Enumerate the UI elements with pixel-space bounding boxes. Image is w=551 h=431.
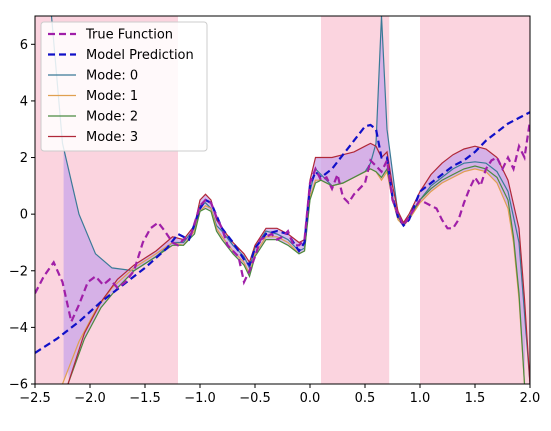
- y-tick-label-4: 2: [20, 151, 28, 166]
- x-tick-label-6: 0.5: [355, 391, 376, 406]
- plot-frame: [34, 15, 531, 385]
- series-lines: [35, 16, 530, 384]
- y-tick-label-3: 0: [20, 208, 28, 223]
- y-tick-label-2: −2: [9, 264, 28, 279]
- legend: True Function Model Prediction Mode: 0 Mode…: [40, 21, 208, 152]
- x-tick-label-7: 1.0: [410, 391, 431, 406]
- x-axis: −2.5 −2.0 −1.5 −1.0 −0.5 0.0 0.5 1.0 1.5 2.0: [19, 384, 540, 406]
- x-tick-label-5: 0.0: [300, 391, 321, 406]
- legend-label-2: Mode: 0: [86, 69, 138, 84]
- x-tick-label-4: −0.5: [239, 391, 271, 406]
- x-tick-label-2: −1.5: [129, 391, 161, 406]
- shaded-region-2: [420, 16, 530, 384]
- x-tick-label-0: −2.5: [19, 391, 51, 406]
- series-line-0: [35, 120, 530, 326]
- legend-label-5: Mode: 3: [86, 130, 138, 145]
- y-tick-label-5: 4: [20, 94, 28, 109]
- y-axis: −6 −4 −2 0 2 4 6: [9, 38, 35, 393]
- x-tick-label-1: −2.0: [74, 391, 106, 406]
- legend-label-1: Model Prediction: [86, 48, 194, 63]
- y-tick-label-1: −4: [9, 321, 28, 336]
- y-tick-label-0: −6: [9, 378, 28, 393]
- legend-box: [40, 21, 208, 152]
- legend-label-3: Mode: 1: [86, 89, 138, 104]
- x-tick-label-3: −1.0: [184, 391, 216, 406]
- legend-label-0: True Function: [85, 28, 173, 43]
- series-line-2: [50, 16, 530, 384]
- x-tick-label-9: 2.0: [520, 391, 541, 406]
- y-tick-label-6: 6: [20, 38, 28, 53]
- shaded-region-1: [321, 16, 390, 384]
- series-line-4: [67, 165, 526, 384]
- legend-label-4: Mode: 2: [86, 110, 138, 125]
- x-tick-label-8: 1.5: [465, 391, 486, 406]
